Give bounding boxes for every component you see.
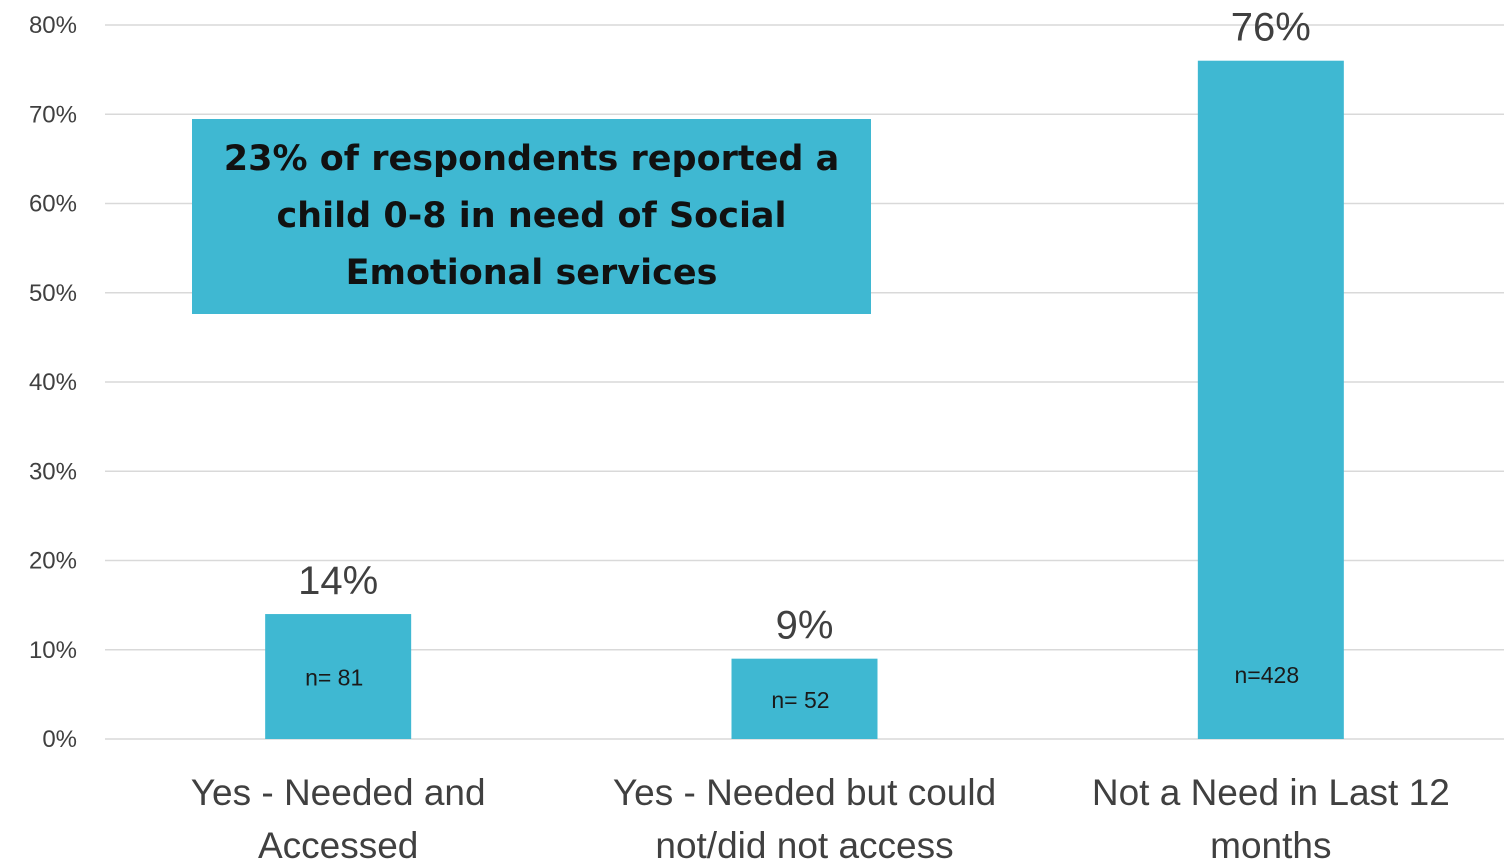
y-tick-label: 70% [29, 101, 77, 128]
callout-box: 23% of respondents reported a child 0-8 … [192, 119, 871, 314]
data-labels: 14% n= 81 9% n= 52 76% n=428 [298, 6, 1311, 713]
x-tick-label: not/did not access [655, 825, 953, 864]
x-tick-label: Not a Need in Last 12 [1092, 772, 1450, 813]
value-label: 14% [298, 559, 378, 603]
y-tick-label: 80% [29, 12, 77, 39]
x-tick-label: Accessed [258, 825, 418, 864]
bar [1198, 61, 1344, 739]
x-axis-ticks: Yes - Needed and Accessed Yes - Needed but… [191, 772, 1450, 864]
x-tick-label: months [1210, 825, 1331, 864]
sample-size-label: n= 52 [771, 687, 829, 713]
sample-size-label: n= 81 [305, 665, 363, 691]
x-tick-label: Yes - Needed but could [613, 772, 996, 813]
y-tick-label: 20% [29, 548, 77, 575]
callout-text: 23% of respondents reported a child 0-8 … [208, 131, 855, 302]
y-tick-label: 60% [29, 191, 77, 218]
y-tick-label: 50% [29, 280, 77, 307]
value-label: 76% [1231, 6, 1311, 50]
y-tick-label: 30% [29, 458, 77, 485]
sample-size-label: n=428 [1235, 662, 1300, 688]
value-label: 9% [776, 604, 834, 648]
y-tick-label: 10% [29, 637, 77, 664]
y-tick-label: 0% [42, 726, 77, 753]
y-tick-label: 40% [29, 369, 77, 396]
x-tick-label: Yes - Needed and [191, 772, 486, 813]
y-axis-ticks: 0% 10% 20% 30% 40% 50% 60% 70% 80% [29, 12, 77, 753]
